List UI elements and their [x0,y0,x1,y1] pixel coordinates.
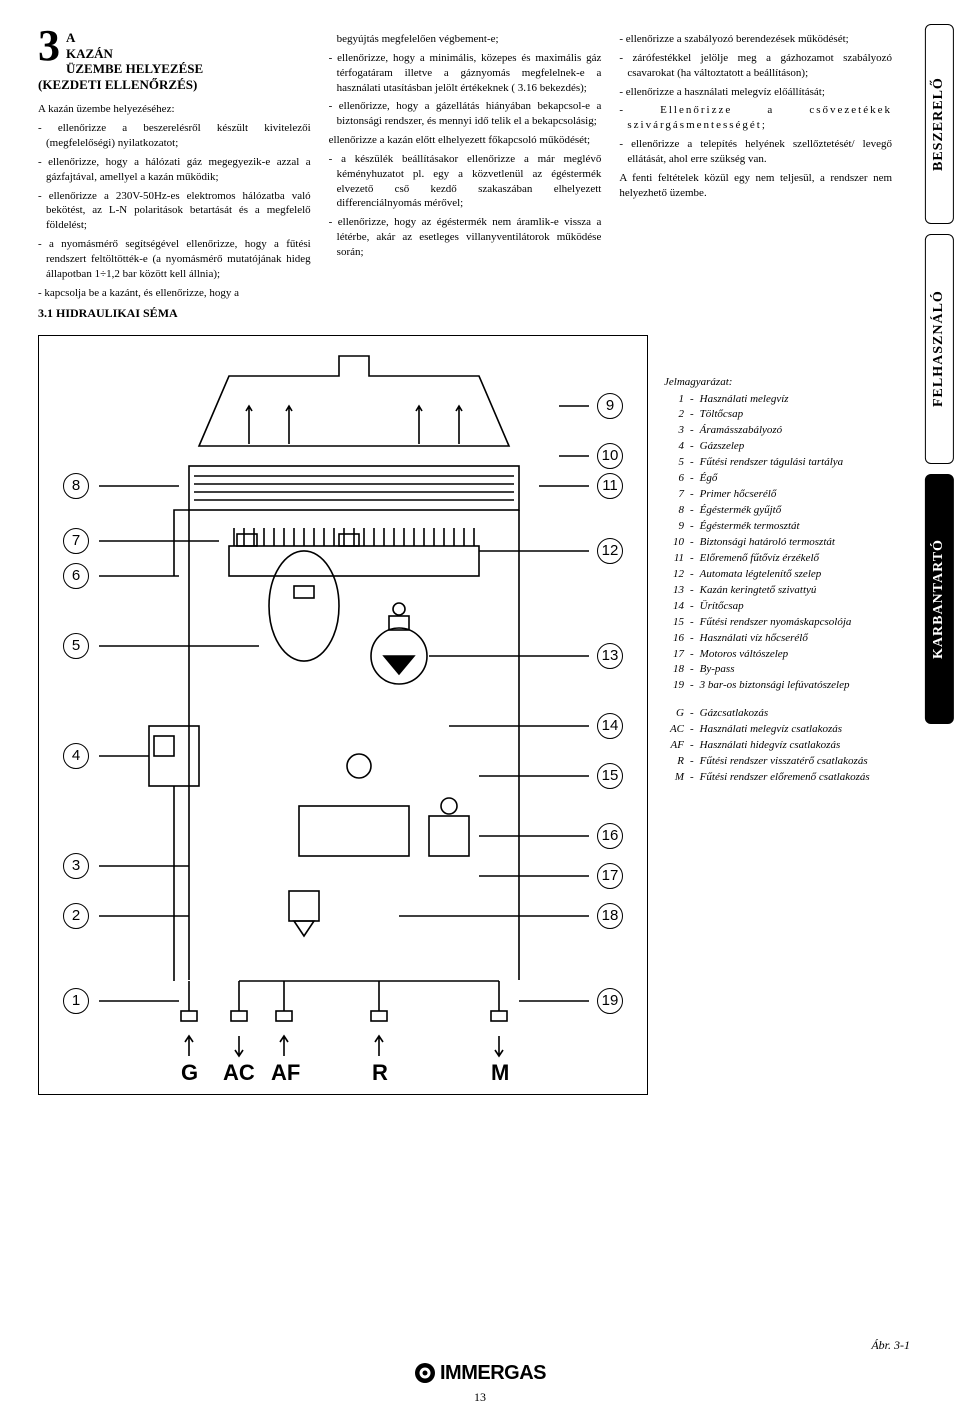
legend-item: 3-Áramásszabályozó [664,423,922,439]
diagram-label-8: 8 [63,473,89,499]
diagram-label-18: 18 [597,903,623,929]
conn-label-g: G [181,1058,198,1088]
diagram-label-13: 13 [597,643,623,669]
column-1: 3 A KAZÁN ÜZEMBE HELYEZÉSE (KEZDETI ELLE… [38,28,311,321]
legend-item: 1-Használati melegvíz [664,392,922,408]
legend-connection: AC-Használati melegvíz csatlakozás [664,722,922,738]
legend-item: 13-Kazán keringtető szivattyú [664,583,922,599]
column-3: - ellenőrizze a szabályozó berendezések … [619,28,922,321]
brand-icon [414,1362,436,1384]
diagram-label-15: 15 [597,763,623,789]
bullet: - a nyomásmérő segítségével ellenőrizze,… [38,237,311,282]
conn-label-ac: AC [223,1058,255,1088]
legend-item: 9-Égéstermék termosztát [664,519,922,535]
diagram-label-5: 5 [63,633,89,659]
section-31-title: 3.1 HIDRAULIKAI SÉMA [38,305,311,321]
diagram-label-9: 9 [597,393,623,419]
legend-item: 11-Előremenő fűtővíz érzékelő [664,551,922,567]
diagram-label-4: 4 [63,743,89,769]
diagram-label-2: 2 [63,903,89,929]
bullet: - ellenőrizze, hogy a minimális, közepes… [329,51,602,96]
bullet: - zárófestékkel jelölje meg a gázhozamot… [619,51,892,81]
legend-item: 10-Biztonsági határoló termosztát [664,535,922,551]
side-tabs: BESZERELŐ FELHASZNÁLÓ KARBANTARTÓ [925,24,954,724]
bullet: - ellenőrizze a szabályozó berendezések … [619,32,892,47]
page-number: 13 [0,1389,960,1405]
legend-item: 5-Fűtési rendszer tágulási tartálya [664,455,922,471]
legend-title: Jelmagyarázat: [664,375,922,390]
bullet: - ellenőrizze, hogy az égéstermék nem ár… [329,215,602,260]
brand-text: IMMERGAS [440,1360,546,1387]
diagram-label-11: 11 [597,473,623,499]
conn-label-m: M [491,1058,509,1088]
column-2: begyújtás megfelelően végbement-e; - ell… [329,28,602,321]
paragraph: ellenőrizze a kazán előtt elhelyezett fő… [329,133,602,148]
bullet: - ellenőrizze, hogy a gázellátás hiányáb… [329,99,602,129]
chapter-title-line: (KEZDETI ELLENŐRZÉS) [38,77,197,92]
tab-felhasznalo: FELHASZNÁLÓ [925,234,954,464]
legend-item: 6-Égő [664,471,922,487]
diagram-label-6: 6 [63,563,89,589]
tab-karbantarto: KARBANTARTÓ [925,474,954,724]
legend-item: 4-Gázszelep [664,439,922,455]
legend-item: 17-Motoros váltószelep [664,647,922,663]
conn-label-af: AF [271,1058,300,1088]
diagram-label-10: 10 [597,443,623,469]
diagram-label-12: 12 [597,538,623,564]
legend-item: 15-Fűtési rendszer nyomáskapcsolója [664,615,922,631]
intro-text: A kazán üzembe helyezéséhez: [38,102,311,117]
conn-label-r: R [372,1058,388,1088]
legend: Jelmagyarázat: 1-Használati melegvíz2-Tö… [664,335,922,786]
chapter-title: A KAZÁN ÜZEMBE HELYEZÉSE (KEZDETI ELLENŐ… [38,28,311,92]
figure-caption: Ábr. 3-1 [871,1337,910,1353]
legend-item: 2-Töltőcsap [664,407,922,423]
bullet: - Ellenőrizze a csővezetékek szivárgásme… [619,103,892,133]
diagram-label-16: 16 [597,823,623,849]
legend-connection: M-Fűtési rendszer előremenő csatlakozás [664,770,922,786]
footer: IMMERGAS 13 [0,1360,960,1405]
bullet: - ellenőrizze a beszerelésről készült ki… [38,121,311,151]
diagram-label-17: 17 [597,863,623,889]
diagram-label-19: 19 [597,988,623,1014]
legend-item: 7-Primer hőcserélő [664,487,922,503]
brand-logo: IMMERGAS [0,1360,960,1387]
legend-connection: R-Fűtési rendszer visszatérő csatlakozás [664,754,922,770]
legend-item: 14-Ürítőcsap [664,599,922,615]
paragraph: begyújtás megfelelően végbement-e; [329,32,602,47]
legend-item: 16-Használati víz hőcserélő [664,631,922,647]
bullet: - ellenőrizze a 230V-50Hz-es elektromos … [38,189,311,234]
diagram-label-1: 1 [63,988,89,1014]
chapter-title-line: A [66,30,75,45]
bullet: - a készülék beállításakor ellenőrizze a… [329,152,602,211]
diagram-label-7: 7 [63,528,89,554]
bullet: - kapcsolja be a kazánt, és ellenőrizze,… [38,286,311,301]
diagram-label-14: 14 [597,713,623,739]
legend-item: 19-3 bar-os biztonsági lefúvatószelep [664,678,922,694]
paragraph: A fenti feltételek közül egy nem teljesü… [619,171,892,201]
bullet: - ellenőrizze a használati melegvíz előá… [619,85,892,100]
legend-item: 8- Égéstermék gyűjtő [664,503,922,519]
diagram-label-3: 3 [63,853,89,879]
legend-connection: AF-Használati hidegvíz csatlakozás [664,738,922,754]
bullet: - ellenőrizze a telepítés helyének szell… [619,137,892,167]
legend-item: 12-Automata légtelenítő szelep [664,567,922,583]
hydraulic-schematic: 8 7 6 5 4 3 2 1 9 10 11 12 13 14 15 16 1… [38,335,648,1095]
chapter-number: 3 [38,28,60,63]
chapter-title-line: KAZÁN [66,46,113,61]
tab-beszerelo: BESZERELŐ [925,24,954,224]
chapter-title-line: ÜZEMBE HELYEZÉSE [66,61,203,76]
bullet: - ellenőrizze, hogy a hálózati gáz megeg… [38,155,311,185]
legend-item: 18-By-pass [664,662,922,678]
legend-connection: G-Gázcsatlakozás [664,706,922,722]
